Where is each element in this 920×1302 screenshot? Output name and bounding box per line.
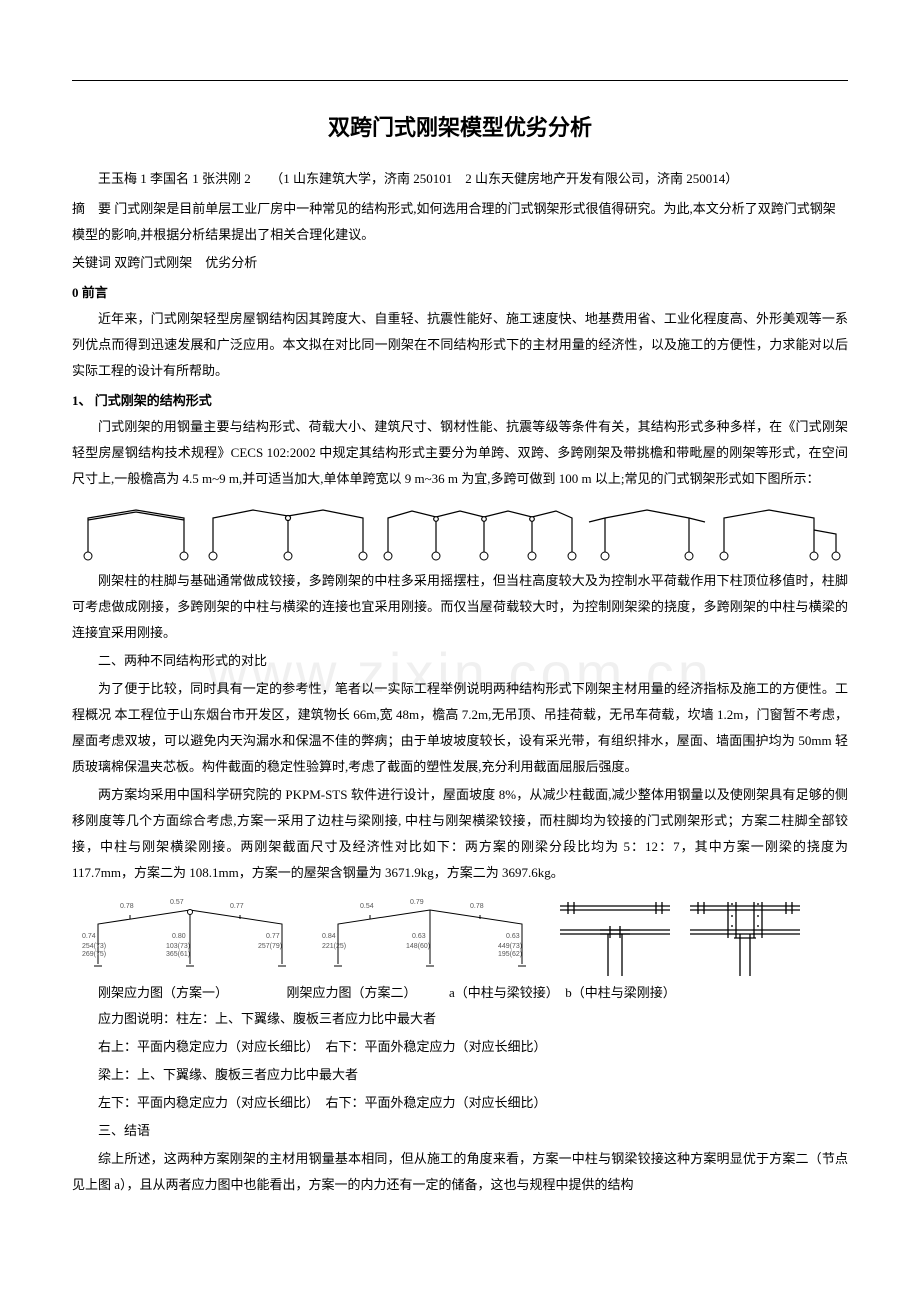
header-rule [72,80,848,81]
keywords-text: 双跨门式刚架 优劣分析 [114,255,257,270]
keywords-label: 关键词 [72,255,111,270]
section-2-p1: 为了便于比较，同时具有一定的参考性，笔者以一实际工程举例说明两种结构形式下刚架主… [72,676,848,780]
authors-affiliations: 王玉梅 1 李国名 1 张洪刚 2 （1 山东建筑大学，济南 250101 2 … [72,166,848,192]
caption-desc-2: 右上：平面内稳定应力（对应长细比） 右下：平面外稳定应力（对应长细比） [72,1034,848,1060]
label: 221(25) [322,943,346,950]
frame-multi-span [380,500,580,562]
frame-double-span [203,500,373,562]
figure-stress-and-joints: 0.78 0.57 0.77 0.74 254(73) 269(75) 0.80… [72,896,848,976]
section-1-p1: 门式刚架的用钢量主要与结构形式、荷载大小、建筑尺寸、钢材性能、抗震等级等条件有关… [72,414,848,492]
label: 0.74 [82,933,96,940]
abstract-label: 摘 要 [72,201,111,216]
joint-b-rigid [690,896,800,976]
frame-overhang [587,500,707,562]
label: 257(79) [258,943,282,950]
label: 269(75) [82,951,106,958]
abstract: 摘 要 门式刚架是目前单层工业厂房中一种常见的结构形式,如何选用合理的门式钢架形… [72,196,848,248]
label: 148(60) [406,943,430,950]
stress-diagram-plan2: 0.54 0.79 0.78 0.84 221(25) 0.63 148(60)… [320,896,540,976]
label: 0.63 [506,933,520,940]
frame-annex [714,500,844,562]
label: 103(73) [166,943,190,950]
frame-single-span [76,500,196,562]
page-content: 双跨门式刚架模型优劣分析 王玉梅 1 李国名 1 张洪刚 2 （1 山东建筑大学… [72,110,848,1198]
section-1-p2: 刚架柱的柱脚与基础通常做成铰接，多跨刚架的中柱多采用摇摆柱，但当柱高度较大及为控… [72,568,848,646]
label: 0.78 [470,903,484,910]
label: 0.84 [322,933,336,940]
section-2-heading: 二、两种不同结构形式的对比 [72,648,848,674]
section-0-heading: 0 前言 [72,280,848,306]
abstract-text: 门式刚架是目前单层工业厂房中一种常见的结构形式,如何选用合理的门式钢架形式很值得… [72,201,836,242]
label: 365(61) [166,951,190,958]
figure-frame-types [72,500,848,562]
section-2-p2: 两方案均采用中国科学研究院的 PKPM-STS 软件进行设计，屋面坡度 8%，从… [72,782,848,886]
figure-caption-line: 刚架应力图（方案一） 刚架应力图（方案二） a（中柱与梁铰接） b（中柱与梁刚接… [72,980,848,1006]
section-1-heading: 1、 门式刚架的结构形式 [72,388,848,414]
label: 0.79 [410,899,424,906]
keywords: 关键词 双跨门式刚架 优劣分析 [72,250,848,276]
label: 0.63 [412,933,426,940]
joint-a-pinned [560,896,670,976]
section-0-p1: 近年来，门式刚架轻型房屋钢结构因其跨度大、自重轻、抗震性能好、施工速度快、地基费… [72,306,848,384]
section-3-p1: 综上所述，这两种方案刚架的主材用钢量基本相同，但从施工的角度来看，方案一中柱与钢… [72,1146,848,1198]
label: 0.78 [120,903,134,910]
stress-diagram-plan1: 0.78 0.57 0.77 0.74 254(73) 269(75) 0.80… [80,896,300,976]
label: 195(62) [498,951,522,958]
caption-desc-1: 应力图说明：柱左：上、下翼缘、腹板三者应力比中最大者 [72,1006,848,1032]
caption-desc-3: 梁上：上、下翼缘、腹板三者应力比中最大者 [72,1062,848,1088]
label: 0.77 [266,933,280,940]
section-3-heading: 三、结语 [72,1118,848,1144]
label: 0.80 [172,933,186,940]
label: 0.77 [230,903,244,910]
caption-desc-4: 左下：平面内稳定应力（对应长细比） 右下：平面外稳定应力（对应长细比） [72,1090,848,1116]
paper-title: 双跨门式刚架模型优劣分析 [72,110,848,142]
label: 0.54 [360,903,374,910]
label: 0.57 [170,899,184,906]
label: 254(73) [82,943,106,950]
label: 449(73) [498,943,522,950]
